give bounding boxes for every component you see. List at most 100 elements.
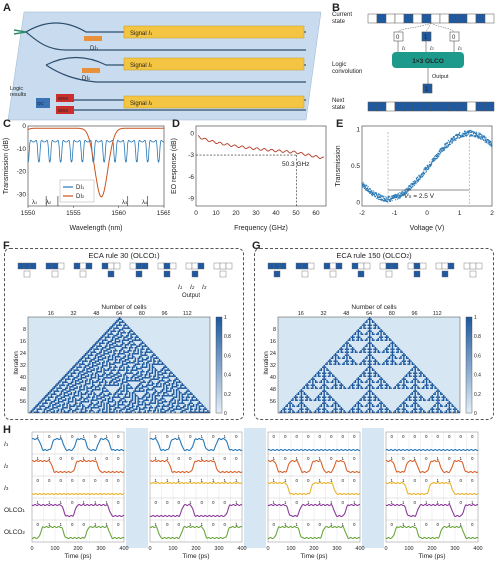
rule-output-cell (385, 270, 393, 278)
h-bit-label: 1 (353, 500, 356, 505)
h-xtick: 400 (473, 546, 482, 552)
ca-ytick: 40 (20, 375, 26, 381)
e-point (453, 137, 455, 139)
e-point (377, 194, 379, 196)
e-point (400, 195, 402, 197)
h-bit-label: 1 (330, 478, 333, 483)
panel-a-chip: DI1 DI2 Signal I1 Signal I2 Signal I3 Lo… (7, 11, 322, 121)
e-point (475, 131, 477, 133)
panel-letter-d: D (172, 118, 180, 130)
ca-cbar-tick: 0.4 (474, 373, 481, 379)
h-bit-label: 0 (71, 478, 74, 483)
h-bit-label: 0 (413, 434, 416, 439)
e-point (440, 148, 442, 151)
rule-input-cell (469, 262, 477, 270)
rule-input-cell (17, 262, 25, 270)
e-point (367, 186, 369, 188)
d-xtick: 40 (272, 210, 280, 217)
h-bit-label: 0 (318, 522, 321, 527)
e-xtick: -2 (359, 210, 365, 217)
h-bit-label: 1 (318, 478, 321, 483)
c-ytick: 0 (22, 123, 26, 130)
d-xtick: 60 (312, 210, 320, 217)
next-cell (475, 101, 486, 112)
h-xtick: 400 (355, 546, 364, 552)
ca-xtick: 112 (183, 311, 192, 317)
e-point (442, 149, 444, 151)
g-xlabel: Number of cells (351, 304, 397, 311)
h-xtick: 400 (237, 546, 246, 552)
h-waveform (385, 448, 479, 452)
e-point (398, 196, 401, 198)
rule-input-cell (435, 262, 443, 270)
c-lambda-1: λ1 (32, 200, 38, 206)
h-bit-label: 1 (48, 456, 51, 461)
h-bit-label: 0 (48, 478, 51, 483)
e-point (458, 134, 460, 136)
h-bit-label: 0 (307, 434, 310, 439)
rule-input-cell (385, 262, 393, 270)
e-point (465, 133, 467, 135)
rule-output-cell (469, 270, 477, 278)
h-waveform (149, 481, 243, 485)
h-bit-label: 1 (295, 456, 298, 461)
rule-output-cell (219, 270, 227, 278)
e-point (446, 142, 448, 144)
e-point (479, 133, 482, 135)
e-point (451, 141, 453, 143)
e-point (411, 187, 413, 189)
h-bit-label: 1 (223, 478, 226, 483)
e-point (365, 188, 367, 190)
e-point (403, 192, 405, 194)
h-bit-label: 1 (48, 500, 51, 505)
next-state-label: Next state (332, 98, 346, 111)
e-point (408, 187, 410, 189)
current-state-label: Current state (332, 12, 352, 25)
rule-input-cell (213, 262, 221, 270)
h-waveform (149, 437, 243, 452)
current-cell (412, 13, 423, 24)
e-point (407, 188, 409, 190)
h-bit-label: 0 (307, 522, 310, 527)
h-bit-label: 0 (448, 434, 451, 439)
h-bit-label: 0 (341, 434, 344, 439)
e-point (443, 146, 445, 149)
next-cell (430, 101, 441, 112)
h-bit-label: 1 (272, 456, 275, 461)
h-bit-label: 1 (189, 478, 192, 483)
signal-1-label: Signal I1 (130, 31, 153, 37)
h-bit-label: 0 (71, 500, 74, 505)
e-point (453, 140, 455, 142)
h-xtick: 200 (427, 546, 436, 552)
next-cell (466, 101, 477, 112)
e-point (453, 136, 455, 138)
e-point (447, 139, 449, 142)
rule-input-cell (357, 262, 365, 270)
rule-output-cell (23, 270, 31, 278)
rule-input-cell (79, 262, 87, 270)
next-cell (439, 101, 450, 112)
e-point (421, 173, 424, 175)
c-xtick: 1560 (111, 210, 126, 217)
h-xtick: 0 (266, 546, 269, 552)
h-bit-label: 1 (413, 522, 416, 527)
rule-output-cell (329, 270, 337, 278)
panel-f-chart: ECA rule 30 (OLCO1) I1 I2 I3 Number of cel… (13, 251, 233, 417)
h-bit-label: 0 (189, 456, 192, 461)
e-point (480, 138, 482, 140)
e-point (385, 197, 388, 199)
h-bit-label: 0 (448, 456, 451, 461)
e-point (384, 200, 386, 202)
e-point (463, 134, 465, 136)
h-waveform (267, 503, 361, 518)
h-bit-label: 0 (154, 500, 157, 505)
h-xtick: 0 (30, 546, 33, 552)
e-xtick: -1 (392, 210, 398, 217)
h-xtick: 200 (73, 546, 82, 552)
e-point (425, 169, 427, 171)
e-point (382, 195, 384, 197)
next-cell (457, 101, 468, 112)
h-row-label: I3 (4, 485, 9, 492)
h-bit-label: 1 (390, 478, 393, 483)
